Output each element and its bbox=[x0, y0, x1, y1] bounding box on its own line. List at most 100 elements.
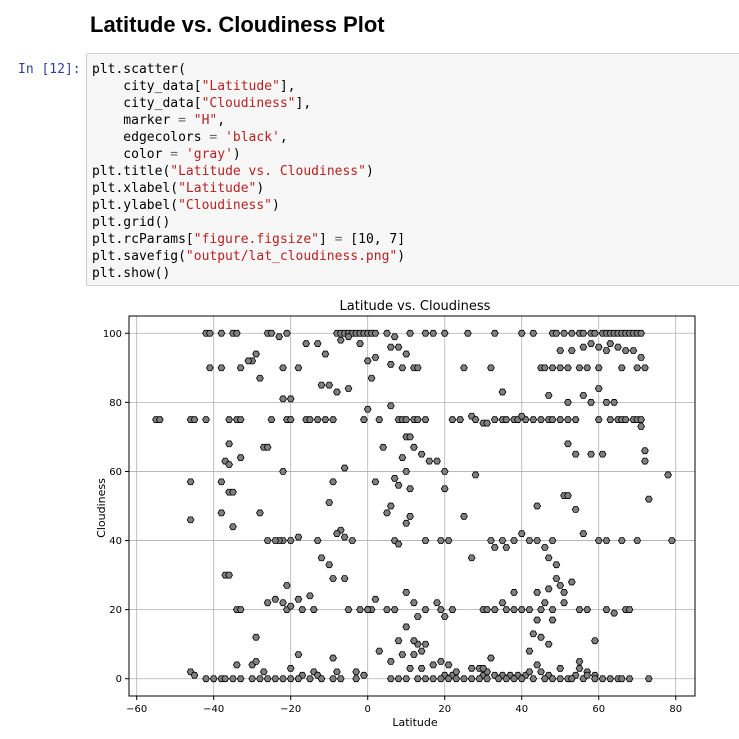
data-point bbox=[533, 589, 542, 596]
data-point bbox=[621, 347, 630, 354]
data-point bbox=[394, 637, 403, 645]
data-point bbox=[302, 340, 310, 347]
code-editor[interactable]: plt.scatter( city_data["Latitude"], city… bbox=[92, 61, 405, 282]
data-point bbox=[537, 606, 545, 613]
scatter-chart: Latitude vs. Cloudiness Latitude Cloudin… bbox=[95, 299, 696, 729]
data-point bbox=[479, 665, 488, 672]
data-point bbox=[329, 478, 337, 486]
code-token: plt.title( bbox=[92, 164, 171, 179]
data-point bbox=[517, 606, 526, 613]
data-point bbox=[263, 599, 272, 607]
data-point bbox=[356, 340, 364, 347]
data-point bbox=[367, 374, 376, 382]
data-point bbox=[614, 343, 622, 351]
data-point bbox=[448, 416, 457, 423]
data-point bbox=[340, 575, 349, 582]
code-token: 'gray' bbox=[185, 147, 233, 162]
data-point bbox=[252, 350, 260, 358]
data-point bbox=[517, 412, 526, 420]
data-point bbox=[567, 578, 576, 586]
data-point bbox=[564, 492, 572, 499]
y-tick-label: 80 bbox=[109, 398, 122, 409]
data-point bbox=[617, 675, 626, 683]
code-cell[interactable]: plt.scatter( city_data["Latitude"], city… bbox=[86, 53, 739, 286]
data-point bbox=[386, 402, 395, 410]
data-point bbox=[383, 606, 391, 613]
data-point bbox=[598, 450, 607, 458]
data-point bbox=[448, 606, 457, 613]
data-point bbox=[229, 675, 237, 683]
data-point bbox=[244, 357, 253, 365]
data-point bbox=[583, 671, 592, 679]
data-point bbox=[309, 606, 318, 613]
data-point bbox=[591, 637, 599, 645]
data-point bbox=[548, 537, 557, 544]
data-point bbox=[256, 675, 264, 683]
y-tick-label: 20 bbox=[109, 605, 122, 616]
data-point bbox=[637, 354, 645, 361]
data-point bbox=[421, 640, 430, 648]
code-line: plt.scatter( bbox=[92, 61, 405, 78]
data-point bbox=[417, 647, 426, 655]
data-point bbox=[510, 537, 518, 544]
data-point bbox=[510, 589, 518, 596]
data-point bbox=[413, 675, 422, 683]
data-point bbox=[556, 582, 565, 589]
code-token: 'black' bbox=[225, 130, 280, 145]
code-line: plt.rcParams["figure.figsize"] = [10, 7] bbox=[92, 231, 405, 248]
data-point bbox=[494, 675, 503, 683]
data-point bbox=[490, 329, 499, 337]
data-point bbox=[232, 661, 241, 669]
data-point bbox=[637, 329, 645, 337]
code-line: edgecolors = 'black', bbox=[92, 129, 405, 146]
data-point bbox=[490, 544, 499, 551]
data-point bbox=[306, 416, 314, 423]
data-point bbox=[256, 374, 264, 382]
data-point bbox=[325, 381, 334, 389]
x-tick-label: 60 bbox=[592, 704, 605, 715]
code-line: plt.grid() bbox=[92, 214, 405, 231]
code-line: plt.savefig("output/lat_cloudiness.png") bbox=[92, 248, 405, 265]
code-token: = bbox=[170, 147, 179, 162]
data-point bbox=[429, 329, 438, 337]
data-point bbox=[460, 513, 468, 520]
data-point bbox=[510, 675, 518, 683]
data-point bbox=[236, 454, 245, 461]
data-point bbox=[444, 661, 453, 669]
data-point bbox=[279, 395, 287, 403]
data-point bbox=[641, 457, 649, 465]
y-tick-label: 40 bbox=[109, 536, 122, 547]
notebook-heading: Latitude vs. Cloudiness Plot bbox=[90, 12, 385, 37]
data-point bbox=[186, 478, 195, 486]
data-point bbox=[294, 651, 303, 658]
code-token: "Cloudiness" bbox=[201, 96, 296, 111]
data-point bbox=[386, 502, 395, 510]
data-point bbox=[225, 461, 233, 468]
code-token: plt.show() bbox=[92, 266, 171, 281]
data-point bbox=[286, 602, 295, 610]
data-point bbox=[190, 671, 199, 679]
data-point bbox=[591, 329, 599, 337]
data-point bbox=[371, 329, 380, 337]
code-token: "Latitude vs. Cloudiness" bbox=[170, 164, 366, 179]
data-point bbox=[344, 333, 353, 341]
data-point bbox=[202, 416, 210, 423]
data-point bbox=[525, 537, 534, 544]
code-token: "Latitude" bbox=[178, 181, 257, 196]
code-token: ) bbox=[256, 181, 265, 196]
data-point bbox=[402, 589, 411, 596]
data-point bbox=[329, 416, 337, 423]
y-tick-label: 100 bbox=[103, 329, 122, 340]
data-point bbox=[386, 361, 395, 368]
data-point bbox=[217, 329, 226, 337]
data-point bbox=[398, 364, 407, 372]
data-point bbox=[263, 537, 272, 544]
y-tick-label: 0 bbox=[116, 674, 122, 685]
data-point bbox=[417, 450, 426, 458]
chart-title: Latitude vs. Cloudiness bbox=[340, 299, 491, 314]
data-point bbox=[348, 537, 357, 544]
data-point bbox=[209, 675, 218, 683]
data-point bbox=[256, 509, 264, 517]
data-point bbox=[402, 623, 411, 631]
data-point bbox=[617, 537, 626, 544]
